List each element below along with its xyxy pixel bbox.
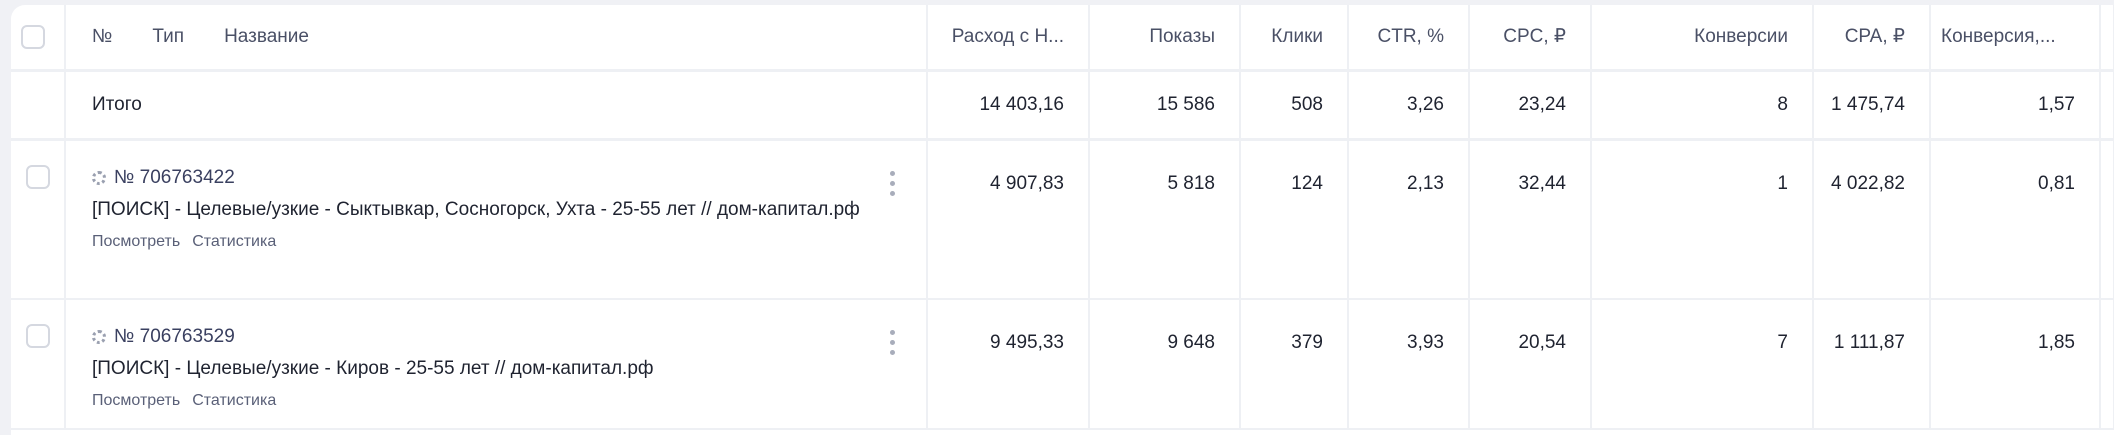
more-menu-icon[interactable] xyxy=(890,170,896,201)
campaign-title: [ПОИСК] - Целевые/узкие - Сыктывкар, Сос… xyxy=(92,198,860,220)
conversion-rate: 1,85 xyxy=(1930,299,2101,429)
column-spend[interactable]: Расход с Н... xyxy=(927,5,1090,70)
column-cpa[interactable]: CPA, ₽ xyxy=(1813,5,1931,70)
view-link[interactable]: Посмотреть xyxy=(92,232,181,250)
ctr: 2,13 xyxy=(1348,139,1470,299)
row-checkbox[interactable] xyxy=(25,164,50,189)
campaigns-table-card: № Тип Название Расход с Н... Показы Клики … xyxy=(11,5,2114,435)
cpa: 4 022,82 xyxy=(1813,139,1931,299)
column-name[interactable]: Название xyxy=(224,25,309,47)
total-spend: 14 403,16 xyxy=(927,70,1090,139)
total-conversion-rate: 1,57 xyxy=(1930,70,2101,139)
conversion-rate: 0,81 xyxy=(1930,139,2101,299)
campaign-type-icon xyxy=(92,170,106,185)
column-num[interactable]: № xyxy=(92,25,113,47)
total-clicks: 508 xyxy=(1240,70,1349,139)
campaign-type-icon xyxy=(92,330,106,344)
column-impressions[interactable]: Показы xyxy=(1089,5,1241,70)
column-clicks[interactable]: Клики xyxy=(1240,5,1349,70)
column-ctr[interactable]: CTR, % xyxy=(1348,5,1470,70)
column-cpc[interactable]: CPC, ₽ xyxy=(1469,5,1592,70)
total-cpc: 23,24 xyxy=(1469,70,1592,139)
total-cpa: 1 475,74 xyxy=(1813,70,1931,139)
total-row: Итого 14 403,16 15 586 508 3,26 23,24 8 … xyxy=(11,70,2114,139)
ctr: 3,93 xyxy=(1348,299,1470,429)
campaigns-table: № Тип Название Расход с Н... Показы Клики … xyxy=(11,5,2114,430)
stats-link[interactable]: Статистика xyxy=(192,232,277,250)
campaign-title: [ПОИСК] - Целевые/узкие - Киров - 25-55 … xyxy=(92,358,654,379)
cpc: 32,44 xyxy=(1469,139,1592,299)
select-all-checkbox[interactable] xyxy=(21,24,45,49)
campaign-id[interactable]: № 706763529 xyxy=(114,326,235,347)
cpc: 20,54 xyxy=(1469,299,1592,429)
campaign-id[interactable]: № 706763422 xyxy=(114,166,235,188)
more-menu-icon[interactable] xyxy=(890,330,896,360)
total-label: Итого xyxy=(65,70,928,139)
impressions: 5 818 xyxy=(1089,139,1241,299)
stats-link[interactable]: Статистика xyxy=(192,392,277,409)
column-type[interactable]: Тип xyxy=(152,25,185,47)
conversions: 7 xyxy=(1591,299,1814,429)
table-row: № 706763529 [ПОИСК] - Целевые/узкие - Ки… xyxy=(11,299,2114,429)
total-conversions: 8 xyxy=(1591,70,1814,139)
clicks: 379 xyxy=(1240,299,1349,429)
clicks: 124 xyxy=(1240,139,1349,299)
view-link[interactable]: Посмотреть xyxy=(92,392,181,409)
column-conversions[interactable]: Конверсии xyxy=(1591,5,1814,70)
header-row: № Тип Название Расход с Н... Показы Клики … xyxy=(11,5,2114,70)
row-checkbox[interactable] xyxy=(25,324,50,348)
spend: 9 495,33 xyxy=(927,299,1090,429)
spend: 4 907,83 xyxy=(927,139,1090,299)
conversions: 1 xyxy=(1591,139,1814,299)
cpa: 1 111,87 xyxy=(1813,299,1931,429)
column-conversion-rate[interactable]: Конверсия,... xyxy=(1930,5,2101,70)
table-row: № 706763422 [ПОИСК] - Целевые/узкие - Сы… xyxy=(11,139,2114,299)
impressions: 9 648 xyxy=(1089,299,1241,429)
total-ctr: 3,26 xyxy=(1348,70,1470,139)
total-impressions: 15 586 xyxy=(1089,70,1241,139)
